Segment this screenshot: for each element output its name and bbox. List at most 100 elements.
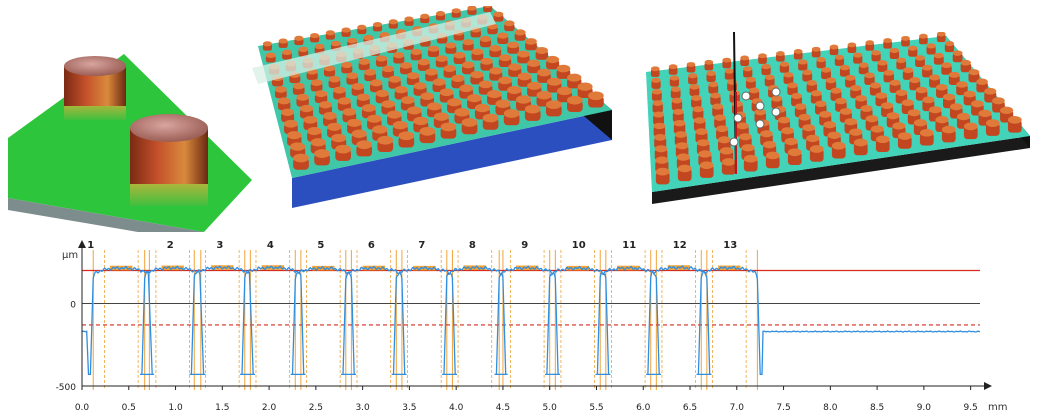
pillar bbox=[483, 6, 493, 13]
pillar-top bbox=[364, 69, 377, 76]
pillar-top bbox=[858, 62, 869, 68]
pillar-top bbox=[299, 104, 314, 113]
pillar-top bbox=[722, 57, 732, 63]
pillar-top bbox=[498, 76, 512, 85]
x-tick-labels: 0.0 0.5 1.0 1.5 2.0 2.5 3.0 3.5 4.0 4.5 5.0 5.5 6.0 6… bbox=[75, 386, 978, 413]
pillar-top bbox=[823, 121, 837, 129]
pillar-top bbox=[830, 87, 842, 94]
segment-label: 9 bbox=[521, 240, 528, 251]
pillar-top bbox=[739, 133, 752, 141]
pillar-top bbox=[721, 158, 736, 166]
pillar-top bbox=[741, 144, 755, 152]
pillar-top bbox=[936, 84, 948, 91]
pillar-top bbox=[410, 48, 422, 56]
pillar-top bbox=[806, 134, 820, 143]
pillar-top bbox=[507, 85, 522, 94]
3d-view-closeup bbox=[8, 54, 252, 232]
pillar-top bbox=[507, 41, 519, 49]
pillar-top bbox=[547, 77, 562, 86]
pillar-top bbox=[453, 51, 466, 59]
pillar-top bbox=[325, 30, 335, 36]
pillar-top bbox=[883, 69, 894, 76]
pillar-top bbox=[314, 90, 328, 98]
pillar-top bbox=[278, 97, 291, 105]
pillar-top bbox=[394, 86, 408, 94]
pillar-top bbox=[413, 116, 429, 126]
segment-label: 1 bbox=[87, 240, 94, 251]
pillar-top bbox=[889, 79, 901, 86]
pillar-top bbox=[536, 91, 552, 100]
pillar-top bbox=[281, 108, 295, 116]
pillar-top bbox=[926, 43, 936, 49]
pillar-top bbox=[976, 78, 988, 85]
pillar-top bbox=[676, 153, 691, 161]
pillar-top bbox=[765, 151, 780, 160]
pillar-top bbox=[870, 125, 884, 133]
pillar-top bbox=[748, 87, 760, 94]
x-tick-label: 1.0 bbox=[168, 403, 183, 413]
chart-axes bbox=[78, 240, 992, 390]
pillar-top bbox=[971, 100, 984, 108]
pillar-top bbox=[853, 138, 868, 147]
pillar-top bbox=[377, 135, 394, 145]
pillar-top bbox=[806, 79, 817, 86]
pillar-top bbox=[949, 103, 963, 111]
pillar-top bbox=[889, 47, 900, 54]
pillar-top bbox=[907, 109, 921, 117]
pillar-top bbox=[787, 82, 798, 89]
pillar-top bbox=[567, 95, 583, 105]
pillar-top bbox=[654, 134, 667, 141]
segment-label: 2 bbox=[167, 240, 174, 251]
pillar-top bbox=[265, 52, 276, 58]
pillar-top bbox=[869, 82, 881, 89]
x-axis-arrow bbox=[984, 382, 992, 390]
pillar-top bbox=[672, 108, 684, 115]
pillar-top bbox=[985, 119, 1000, 127]
pillar-top bbox=[290, 142, 306, 151]
pillar-top bbox=[323, 65, 336, 72]
pillar-top bbox=[467, 6, 477, 11]
pillar-top bbox=[517, 72, 532, 81]
segment-label: 7 bbox=[418, 240, 425, 251]
pillar-top bbox=[327, 122, 342, 131]
pillar-top bbox=[860, 105, 873, 112]
pillar-top bbox=[413, 82, 427, 90]
pillar-top bbox=[919, 33, 928, 39]
segment-label: 6 bbox=[368, 240, 375, 251]
pillar-top bbox=[372, 125, 388, 134]
pillar-top bbox=[400, 96, 415, 104]
pillar-top bbox=[367, 114, 382, 123]
pillar-top bbox=[719, 147, 734, 155]
pillar-top bbox=[322, 112, 337, 120]
pillar-top bbox=[1007, 116, 1022, 124]
segment-labels: 1 2 3 4 5 6 7 8 9 10 11 12 13 bbox=[87, 240, 737, 251]
pillar-top bbox=[489, 67, 503, 75]
pillar-top bbox=[527, 81, 542, 90]
pillar-top bbox=[922, 64, 933, 71]
pillar-top bbox=[902, 67, 914, 74]
pillar-top bbox=[831, 141, 846, 150]
pillar-top bbox=[810, 90, 822, 97]
x-tick-label: 4.0 bbox=[449, 403, 464, 413]
pillar-top bbox=[351, 129, 367, 138]
pillar-top bbox=[557, 86, 573, 96]
pillar-top bbox=[811, 46, 821, 52]
pillar-top bbox=[451, 8, 461, 14]
pillar-top bbox=[901, 99, 914, 107]
pillar-top bbox=[968, 69, 980, 76]
pillar-top bbox=[439, 88, 454, 97]
pillar-top bbox=[392, 120, 408, 130]
pillar-top bbox=[844, 118, 858, 126]
pillar-top bbox=[435, 55, 448, 62]
pillar-top bbox=[802, 69, 813, 76]
pillar-top bbox=[883, 38, 892, 43]
pillar-top bbox=[333, 86, 346, 94]
pillar-top bbox=[798, 59, 808, 65]
pillar-back bbox=[64, 56, 126, 120]
pillar-top bbox=[525, 38, 537, 45]
pillar-top-marker bbox=[211, 265, 234, 270]
pillar-top bbox=[936, 32, 946, 37]
pillar-top bbox=[292, 82, 305, 90]
pillar-top bbox=[427, 45, 440, 52]
pillar-top bbox=[908, 45, 918, 51]
